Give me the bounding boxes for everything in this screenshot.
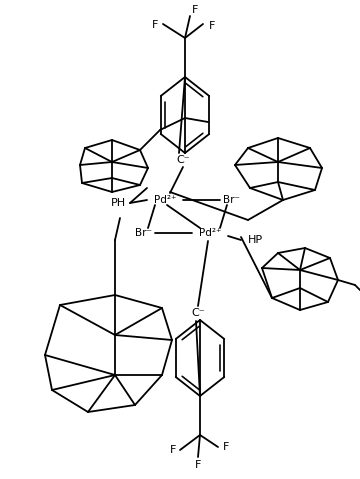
Text: Pd²⁺: Pd²⁺: [199, 228, 221, 238]
Text: C⁻: C⁻: [191, 308, 205, 318]
Text: C⁻: C⁻: [176, 155, 190, 165]
Text: F: F: [195, 460, 201, 470]
Text: F: F: [152, 20, 158, 30]
Text: HP: HP: [247, 235, 262, 245]
Text: F: F: [192, 5, 198, 15]
Text: Br⁻: Br⁻: [135, 228, 152, 238]
Text: PH: PH: [111, 198, 126, 208]
Text: Br⁻: Br⁻: [224, 195, 240, 205]
Text: F: F: [209, 21, 215, 31]
Text: F: F: [223, 442, 229, 452]
Text: F: F: [170, 445, 176, 455]
Text: Pd²⁺: Pd²⁺: [154, 195, 176, 205]
